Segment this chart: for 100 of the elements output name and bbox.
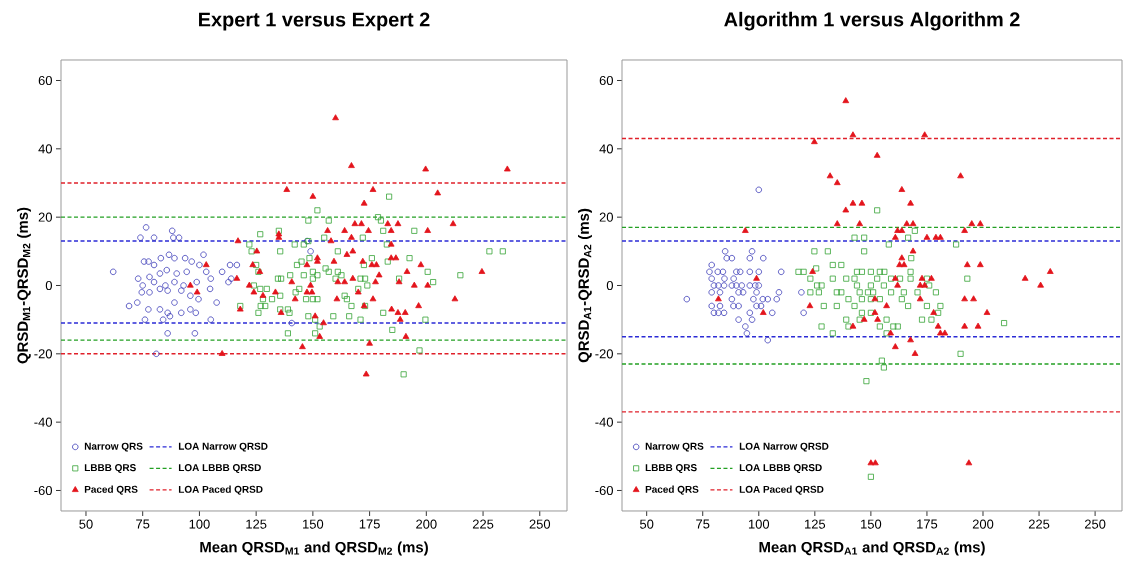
point [723,254,730,262]
point [736,268,744,276]
x-tick-label: 225 [472,519,494,529]
y-tick-label: 60 [38,75,52,86]
x-tick-label: 225 [1028,519,1050,529]
point [683,295,691,303]
point [773,295,780,303]
point [728,282,736,289]
point [708,302,715,310]
y-tick-label: -40 [595,417,613,427]
point [728,295,736,303]
point [730,275,737,282]
point [751,282,759,289]
legend-label: LOA LBBB QRSD [178,464,261,474]
y-tick-label: -40 [34,417,52,427]
y-tick-label: 60 [599,75,613,86]
legend-label: LOA Paced QRSD [739,485,824,495]
point [746,254,754,262]
point [778,268,785,276]
point [735,289,742,296]
y-axis-title: QRSD$_{A1}$-QRSD$_{A2}$ (ms) [578,208,592,363]
point [748,316,756,323]
y-axis-title: QRSD$_{M1}$-QRSD$_{M2}$ (ms) [17,207,31,364]
x-tick-label: 125 [805,519,826,529]
x-tick-label: 50 [79,519,93,529]
legend-label: LBBB QRS [645,464,697,474]
point [746,282,754,289]
x-tick-label: 150 [861,519,882,529]
point [721,248,729,255]
x-tick-label: 175 [917,519,938,529]
point [733,282,740,289]
point [755,268,762,276]
point [746,309,754,317]
legend-label: LOA Paced QRSD [178,485,263,495]
x-tick-label: 200 [416,519,437,529]
point [755,186,762,194]
point [800,309,807,317]
point [753,302,760,310]
point [733,268,740,276]
x-tick-label: 150 [303,519,324,529]
legend-label: LOA Narrow QRSD [739,442,829,452]
legend-label: LOA Narrow QRSD [178,442,268,452]
legend-label: Paced QRS [84,485,138,495]
point [708,289,715,296]
legend-label: LBBB QRS [84,464,136,474]
point [746,268,754,276]
y-tick-label: -60 [34,485,52,496]
y-tick-label: 0 [45,280,52,291]
x-tick-label: 75 [136,519,150,529]
x-tick-label: 100 [748,519,770,529]
chart-title: Algorithm 1 versus Algorithm 2 [724,11,1020,31]
point [708,261,715,269]
point [742,323,749,330]
legend-label: Narrow QRS [84,442,143,452]
point [716,289,724,296]
point [735,316,742,323]
y-tick-label: 40 [38,144,52,154]
point [743,330,751,337]
x-axis-title: Mean QRSD$_{M1}$ and QRSD$_{M2}$ (ms) [200,541,428,556]
legend-label: Narrow QRS [645,442,704,452]
point [759,295,767,303]
legend-label: Paced QRS [645,485,699,495]
y-tick-label: 40 [599,144,613,154]
point [714,268,721,276]
x-tick-label: 100 [189,519,210,529]
y-tick-label: -20 [34,349,52,359]
point [730,302,737,310]
y-tick-label: 0 [606,280,613,291]
x-tick-label: 125 [246,519,267,529]
point [748,248,756,255]
y-tick-label: 20 [599,212,613,222]
point [708,275,715,282]
x-tick-label: 200 [972,519,994,529]
point [710,282,718,289]
point [764,336,771,344]
point [710,309,718,317]
point [739,289,747,296]
x-tick-label: 50 [639,519,654,529]
point [721,275,728,282]
point [764,295,771,303]
point [769,309,776,317]
point [738,282,745,289]
point [735,302,742,310]
point [775,289,783,296]
point [728,254,736,262]
x-axis-title: Mean QRSD$_{A1}$ and QRSD$_{A2}$ (ms) [759,541,985,556]
point [715,309,722,317]
y-tick-label: 20 [38,212,52,222]
y-tick-label: -60 [595,485,613,496]
point [798,289,805,296]
point [720,282,728,289]
point [757,302,765,310]
point [715,282,722,289]
point [760,254,767,262]
y-tick-label: -20 [595,349,613,359]
x-tick-label: 75 [696,519,710,529]
x-tick-label: 175 [359,519,380,529]
point [716,302,724,310]
point [719,268,727,276]
point [753,289,760,296]
